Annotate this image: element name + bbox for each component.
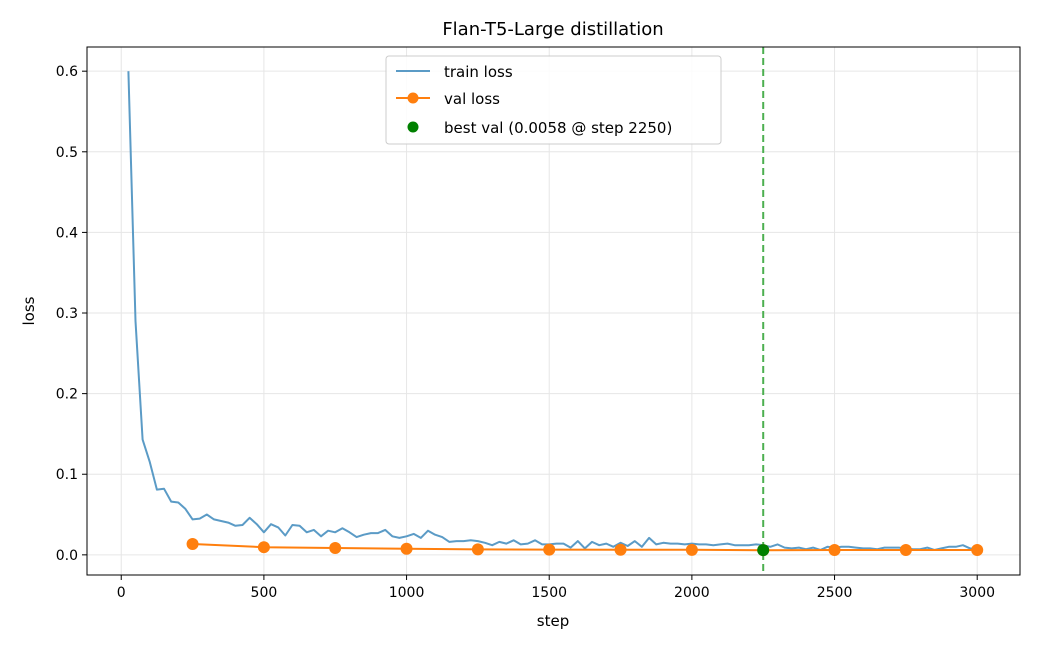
y-tick-label: 0.2 [56, 387, 78, 403]
y-tick-label: 0.4 [56, 225, 78, 241]
x-tick-label: 3000 [959, 585, 995, 601]
x-tick-label: 1000 [389, 585, 425, 601]
val-loss-point [471, 543, 484, 556]
y-tick-label: 0.6 [56, 64, 78, 80]
plot-area [127, 47, 984, 575]
y-tick-label: 0.5 [56, 145, 78, 161]
y-tick-label: 0.0 [56, 548, 78, 564]
x-tick-label: 0 [117, 585, 126, 601]
y-tick-label: 0.1 [56, 467, 78, 483]
x-tick-label: 500 [251, 585, 278, 601]
val-loss-point [329, 541, 342, 554]
val-loss-point [828, 544, 841, 557]
legend: train loss val loss best val (0.0058 @ s… [385, 55, 722, 145]
y-axis-label: loss [20, 296, 38, 325]
x-tick-label: 2500 [817, 585, 853, 601]
x-tick-label: 2000 [674, 585, 710, 601]
best-val-point [757, 544, 770, 557]
val-loss-point [186, 537, 199, 550]
val-loss-point [614, 543, 627, 556]
val-loss-point [685, 543, 698, 556]
val-loss-point [899, 544, 912, 557]
legend-val-swatch-marker [407, 92, 419, 104]
legend-best-label: best val (0.0058 @ step 2250) [444, 119, 672, 137]
legend-best-swatch [407, 121, 419, 133]
val-loss-point [543, 543, 556, 556]
y-tick-label: 0.3 [56, 306, 78, 322]
x-tick-label: 1500 [531, 585, 567, 601]
legend-val-label: val loss [444, 90, 500, 108]
legend-box [385, 55, 722, 145]
x-axis-label: step [537, 612, 569, 630]
val-loss-line [192, 543, 978, 552]
chart-title: Flan-T5-Large distillation [442, 19, 663, 40]
x-axis-ticks: 0 500 1000 1500 2000 2500 3000 [117, 575, 995, 601]
y-axis-ticks: 0.0 0.1 0.2 0.3 0.4 0.5 0.6 [56, 64, 87, 564]
plot-frame [86, 46, 1021, 576]
legend-train-label: train loss [444, 63, 513, 81]
val-loss-point [971, 544, 984, 557]
val-loss-point [400, 542, 413, 555]
val-loss-point [257, 541, 270, 554]
